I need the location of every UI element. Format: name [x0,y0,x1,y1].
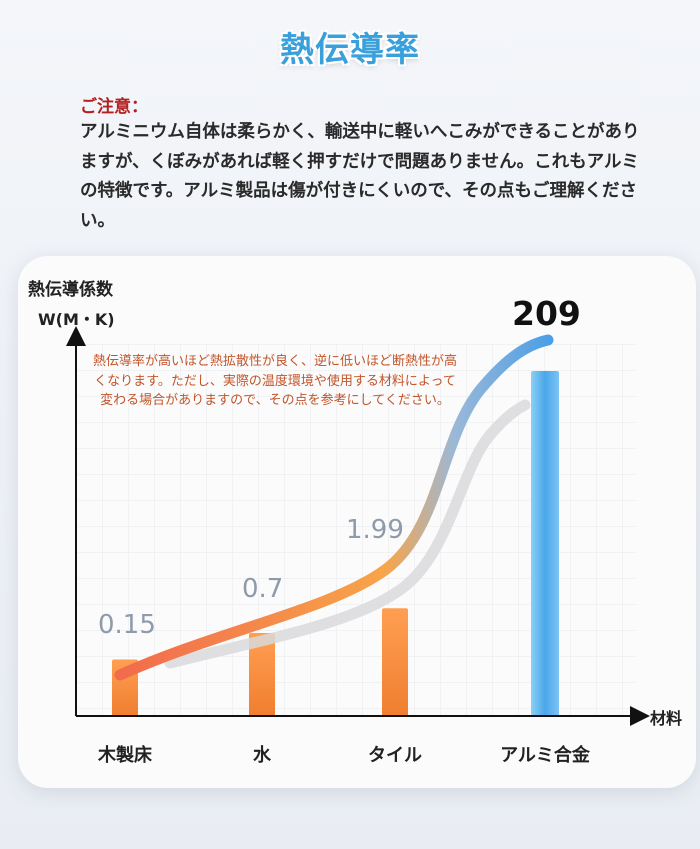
y-axis-label: 熱伝導係数 [28,280,113,300]
trend-curve-shadow [164,399,531,669]
tick-label-water: 水 [253,745,271,766]
data-label-wood: 0.15 [98,610,156,640]
chart-annotation: 熱伝導率が高いほど熱拡散性が良く、逆に低いほど断熱性が高くなります。ただし、実際… [92,354,457,408]
data-label-aluminum: 209 [512,294,581,333]
bar-tile [382,608,408,716]
data-label-water: 0.7 [242,574,284,604]
data-label-tile: 1.99 [346,515,404,545]
notice-body: アルミニウム自体は柔らかく、輸送中に軽いへこみができることがありますが、くぼみが… [80,122,640,231]
tick-label-wood: 木製床 [98,745,152,766]
bar-aluminum [531,371,559,716]
bar-water [249,633,275,716]
notice-heading: ご注意： [80,97,148,117]
x-axis-label: 材料 [650,709,683,728]
y-axis-unit: W(M・K) [38,310,115,329]
tick-label-tile: タイル [368,745,422,766]
page-title: 熱伝導率 [280,30,420,70]
tick-label-aluminum: アルミ合金 [500,745,590,766]
trend-curve [114,334,554,681]
